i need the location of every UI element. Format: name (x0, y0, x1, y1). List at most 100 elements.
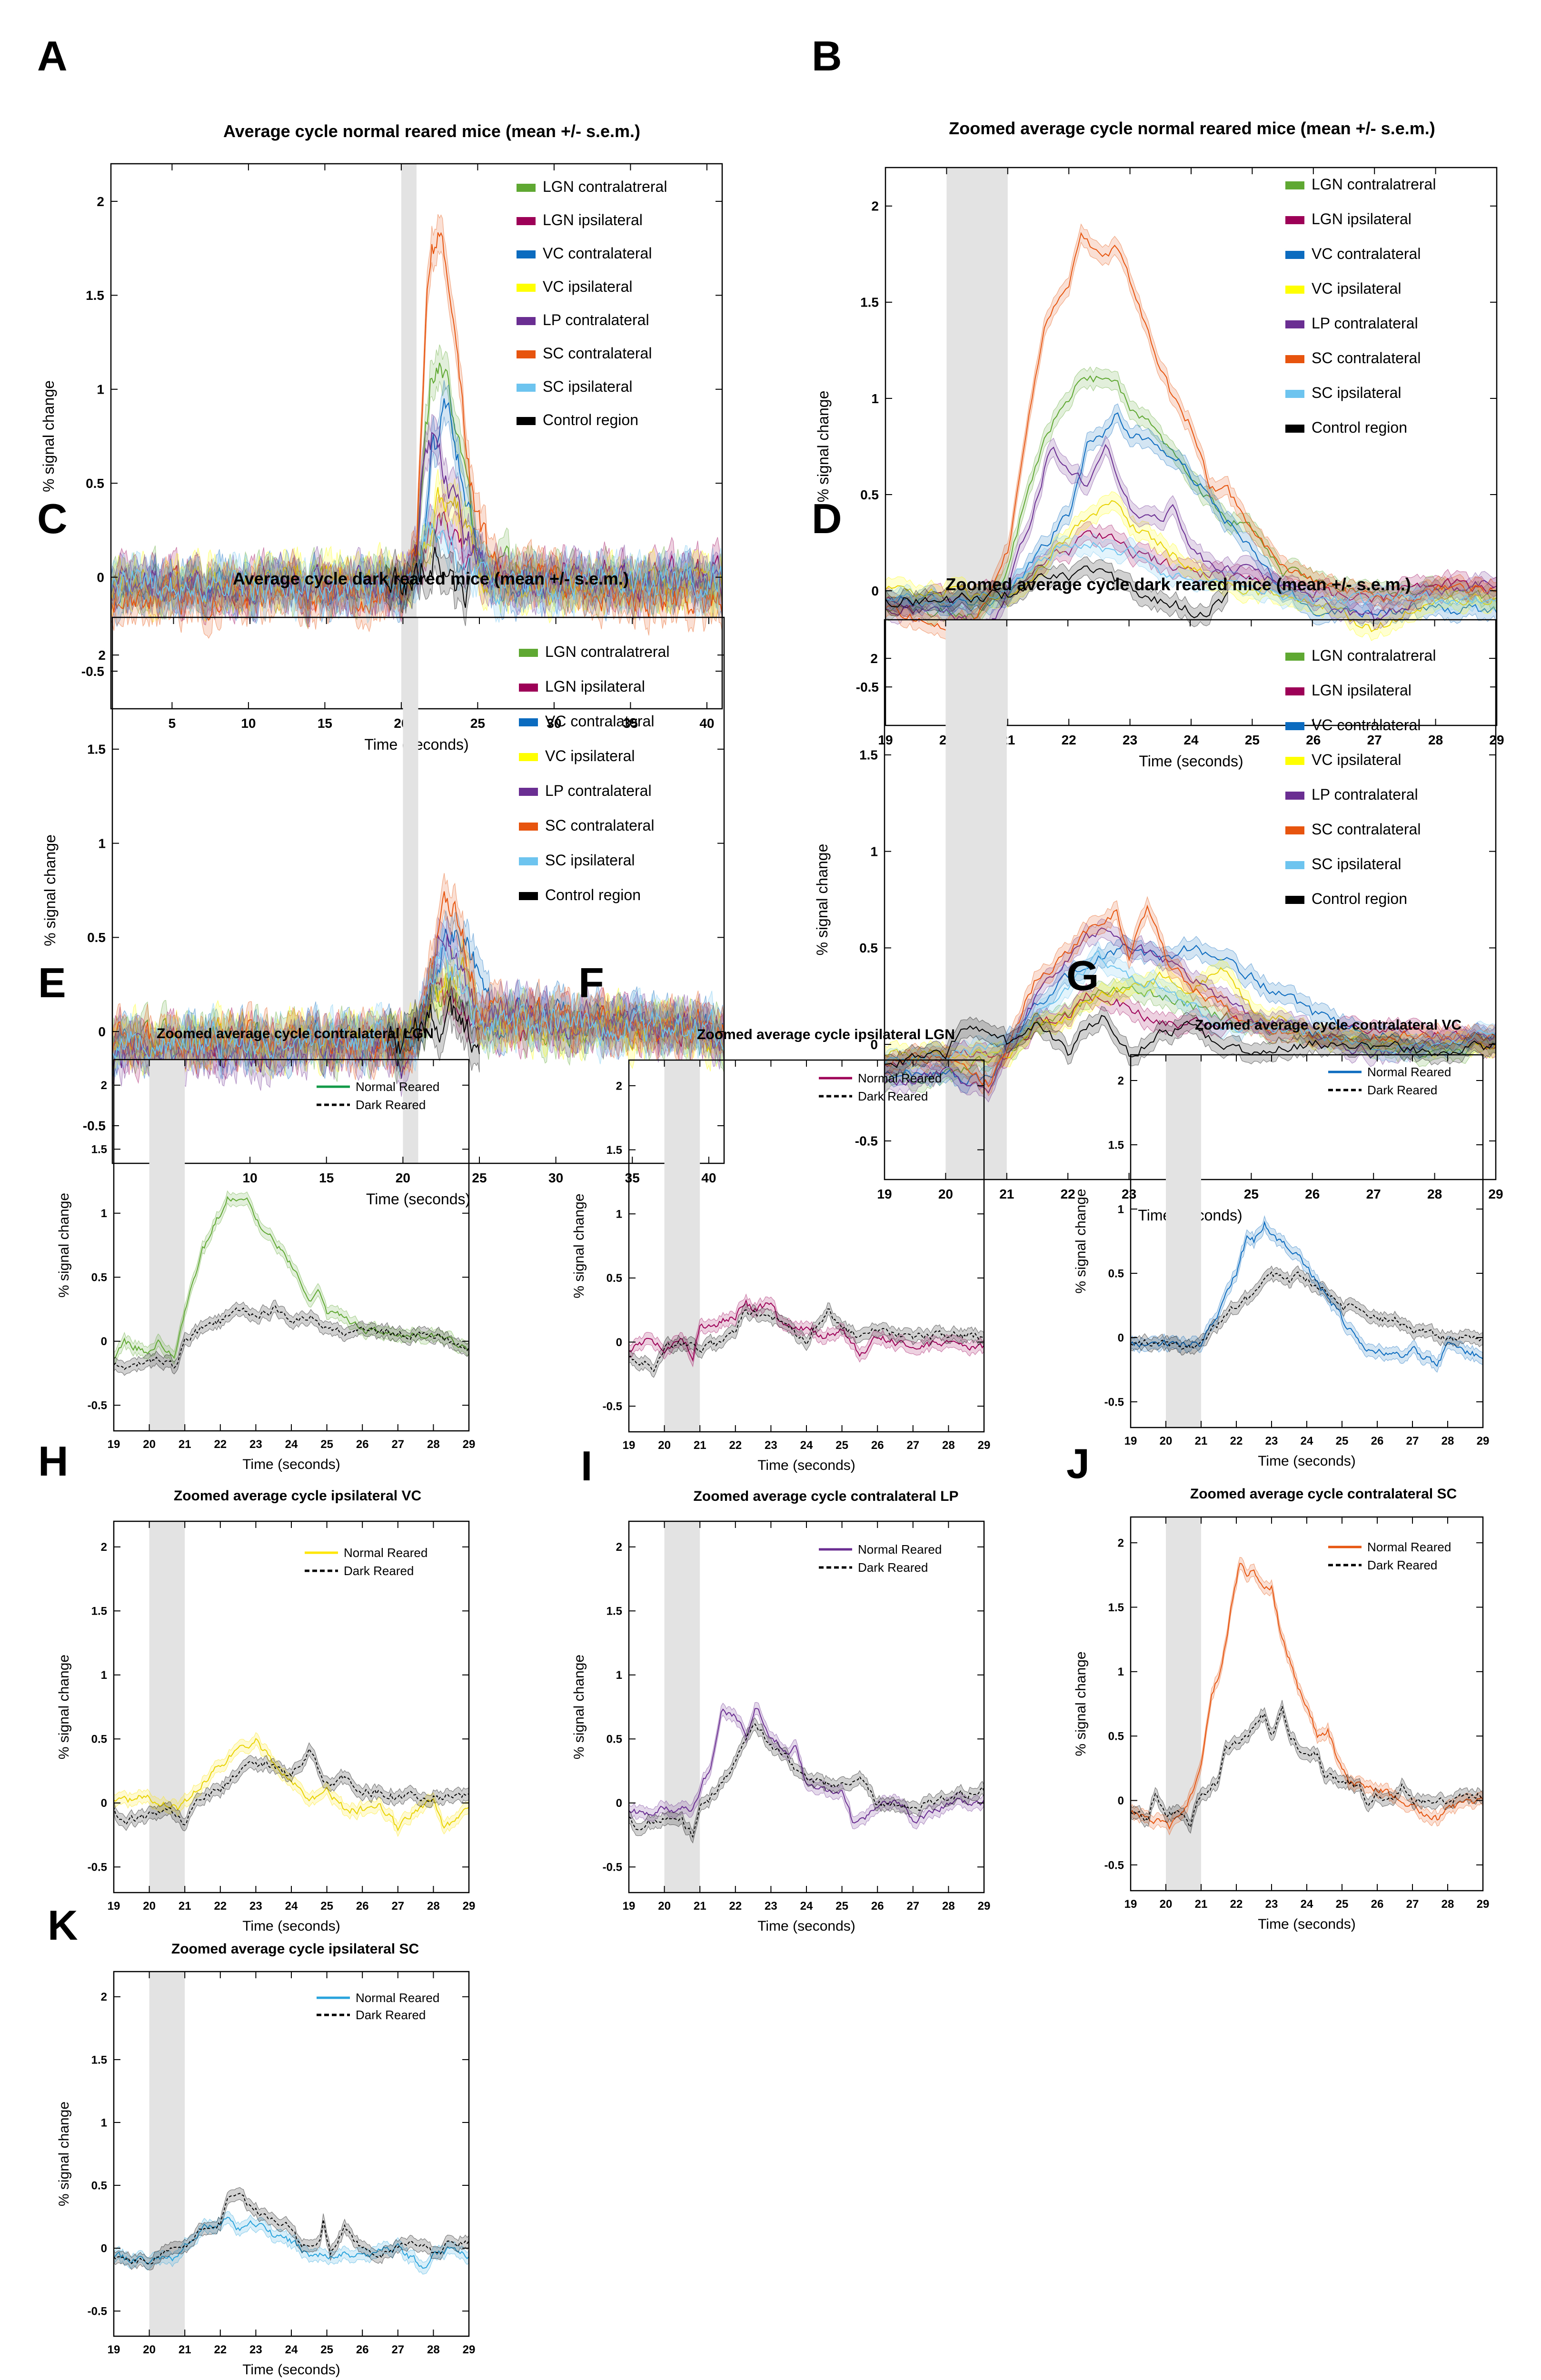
x-tick-label: 26 (1371, 1898, 1384, 1911)
sem-band (885, 435, 1497, 642)
sem-band (387, 977, 480, 1072)
x-tick-label: 28 (427, 1438, 440, 1451)
legend-swatch (519, 649, 538, 657)
stimulus-shading (664, 1060, 700, 1432)
legend-swatch (1285, 792, 1304, 800)
y-tick-label: 1 (101, 1669, 107, 1682)
sem-band (112, 910, 724, 1080)
series-line-normal-reared (114, 1737, 469, 1832)
legend-item: Normal Reared (317, 1080, 439, 1094)
y-tick-label: 1.5 (91, 1605, 107, 1618)
sem-band (114, 1732, 469, 1837)
series-line-normal-reared (629, 1708, 984, 1824)
x-axis-label: Time (seconds) (366, 1190, 470, 1208)
panel-a: A Average cycle normal reared mice (mean … (37, 32, 723, 753)
panel-label: F (578, 959, 604, 1006)
series-line-dark-reared (1131, 1271, 1483, 1350)
legend-label: SC ipsilateral (545, 852, 635, 869)
x-tick-label: 21 (1195, 1898, 1208, 1911)
legend-item: LGN ipsilateral (1285, 210, 1412, 228)
x-tick-label: 28 (1442, 1898, 1454, 1911)
legend-item: SC contralateral (519, 817, 654, 834)
stimulus-shading (1166, 1517, 1201, 1891)
chart-title: Zoomed average cycle contralateral SC (1190, 1486, 1457, 1502)
panel-label: D (812, 495, 842, 542)
x-tick-label: 19 (878, 733, 893, 747)
panel-label: C (37, 495, 68, 542)
series-line-control-region (885, 565, 1228, 618)
legend-label: Dark Reared (356, 2008, 426, 2022)
legend: Normal Reared Dark Reared (317, 1080, 439, 1112)
stimulus-shading (1166, 1055, 1201, 1428)
legend-swatch (1285, 722, 1304, 730)
x-axis-label: Time (seconds) (242, 1918, 340, 1934)
x-tick-label: 27 (1406, 1435, 1419, 1448)
legend-swatch (517, 417, 536, 425)
sem-band (885, 533, 1497, 616)
legend: LGN contralatreral LGN ipsilateral VC cont… (1285, 647, 1436, 907)
legend-item: Control region (1285, 419, 1407, 436)
x-axis-label: Time (seconds) (1258, 1916, 1356, 1932)
series-line-dark-reared (114, 1747, 469, 1825)
legend-item: LGN ipsilateral (517, 211, 643, 228)
x-tick-label: 23 (1122, 1187, 1136, 1201)
legend-swatch (519, 857, 538, 865)
x-tick-label: 26 (356, 1438, 369, 1451)
stimulus-shading (149, 1972, 185, 2336)
y-tick-label: 1.5 (91, 2053, 107, 2066)
y-tick-label: -0.5 (88, 2305, 107, 2318)
y-tick-label: 2 (101, 1079, 107, 1092)
series-line-sc-ipsilateral (112, 946, 724, 1061)
y-tick-label: 0.5 (1108, 1267, 1124, 1280)
x-tick-label: 19 (108, 1438, 120, 1451)
plot-area (114, 1190, 469, 1376)
panel-i: I Zoomed average cycle contralateral LP 19… (571, 1442, 990, 1934)
x-tick-label: 27 (1406, 1898, 1419, 1911)
series-line-lgn-ipsilateral (885, 992, 1496, 1067)
x-tick-label: 28 (942, 1900, 955, 1913)
x-tick-label: 29 (463, 1900, 476, 1913)
legend-item: Control region (1285, 890, 1407, 907)
x-tick-label: 26 (871, 1439, 884, 1452)
x-tick-label: 21 (694, 1439, 706, 1452)
x-axis-label: Time (seconds) (1258, 1453, 1356, 1469)
x-tick-label: 25 (320, 1900, 333, 1913)
panel-b: B Zoomed average cycle normal reared mice… (812, 32, 1504, 770)
x-tick-label: 40 (701, 1170, 716, 1185)
legend-label: SC ipsilateral (543, 378, 633, 395)
x-tick-label: 25 (320, 1438, 333, 1451)
y-axis-label: % signal change (56, 2102, 72, 2206)
x-tick-label: 19 (1124, 1898, 1137, 1911)
x-tick-label: 28 (1428, 733, 1443, 747)
y-axis-label: % signal change (41, 834, 59, 946)
x-tick-label: 19 (877, 1187, 892, 1201)
y-tick-label: -0.5 (1104, 1396, 1124, 1408)
legend-swatch (517, 184, 536, 192)
legend-swatch (517, 217, 536, 225)
legend-label: LGN contralatreral (1312, 647, 1436, 664)
plot-area (111, 214, 722, 639)
x-tick-label: 22 (214, 1438, 227, 1451)
sem-band (885, 556, 1228, 627)
x-tick-label: 23 (249, 1900, 262, 1913)
y-axis-label: % signal change (1073, 1651, 1089, 1756)
stimulus-shading (149, 1521, 185, 1893)
x-tick-label: 22 (729, 1900, 742, 1913)
x-tick-label: 26 (1371, 1435, 1384, 1448)
y-tick-label: 1 (98, 836, 106, 851)
x-tick-label: 22 (1230, 1435, 1243, 1448)
x-tick-label: 20 (658, 1439, 671, 1452)
y-tick-label: 0.5 (86, 476, 104, 491)
x-tick-label: 22 (729, 1439, 742, 1452)
series-line-control-region (387, 995, 480, 1054)
y-tick-label: 1 (1118, 1666, 1124, 1678)
y-axis-label: % signal change (40, 380, 57, 492)
legend-swatch (517, 250, 536, 258)
panel-f: F Zoomed average cycle ipsilateral LGN 19 2… (571, 959, 990, 1473)
y-tick-label: 2 (98, 648, 106, 663)
series-line-vc-contralateral (885, 412, 1497, 618)
series-line-normal-reared (629, 1299, 984, 1362)
y-tick-label: -0.5 (1104, 1859, 1124, 1872)
x-tick-label: 19 (1124, 1435, 1137, 1448)
